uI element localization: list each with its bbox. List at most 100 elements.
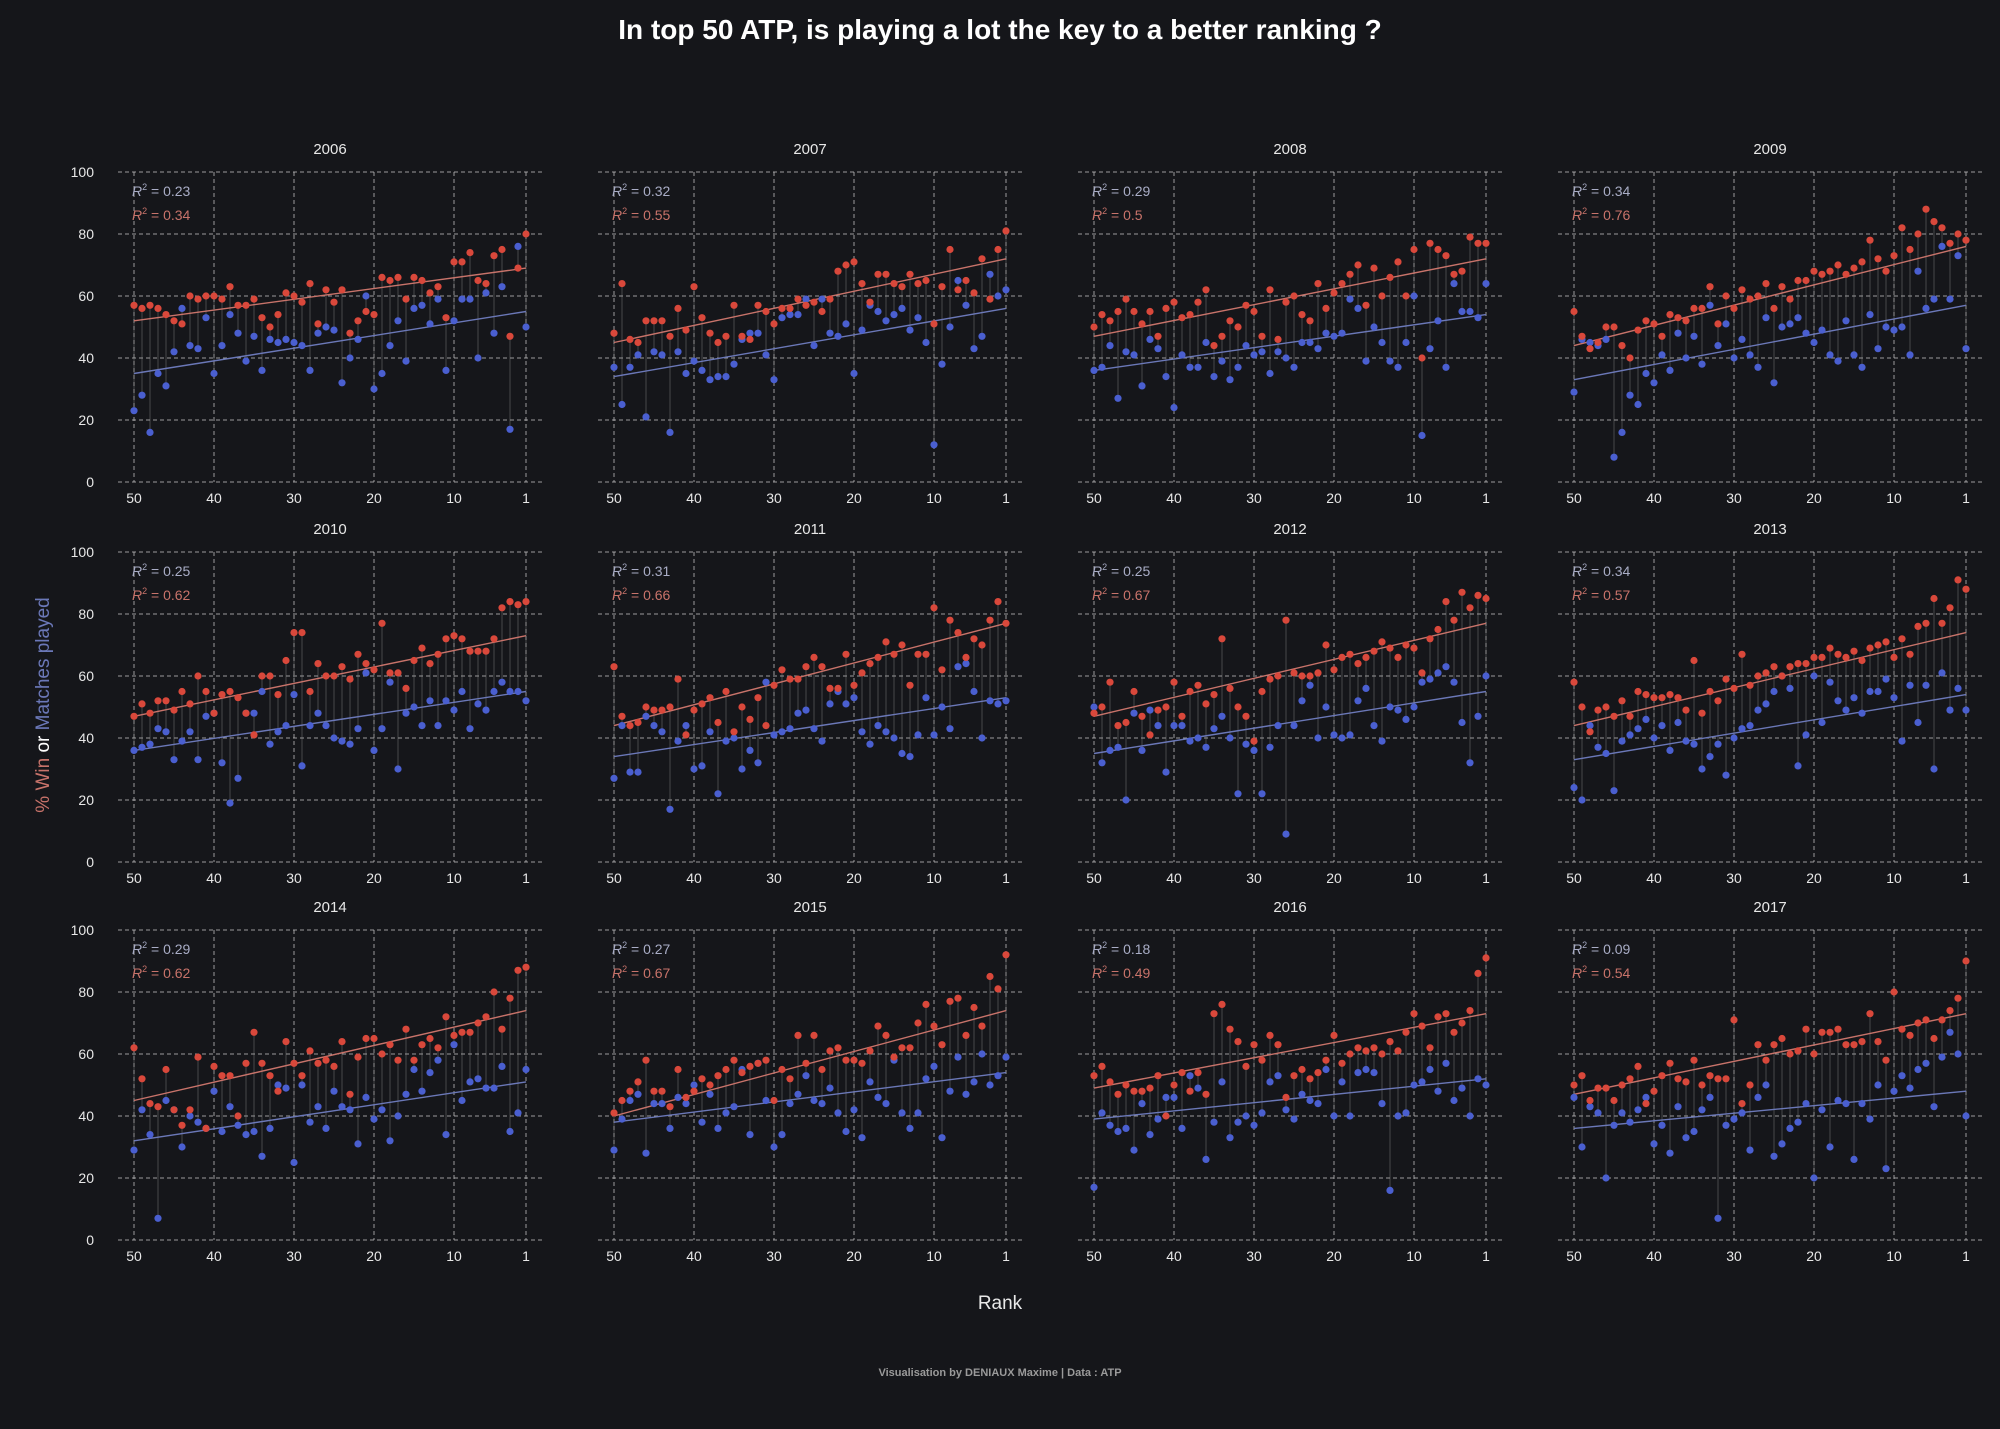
played-point [1458,718,1466,727]
played-point [234,329,242,337]
win-point [858,280,866,288]
played-point [1330,332,1338,340]
played-point [1618,428,1626,436]
win-point [1378,638,1386,646]
played-point [674,348,682,356]
win-point [738,332,746,340]
y-tick-label: 20 [78,792,94,808]
win-point [178,687,186,696]
played-point [1586,722,1594,730]
played-point [642,413,650,421]
win-point [698,700,706,708]
win-point [1674,1075,1682,1083]
win-point [1242,1062,1250,1070]
win-point [1194,681,1202,689]
win-point [130,1044,138,1052]
played-point [1210,1118,1218,1126]
win-point [242,301,250,309]
x-tick-label: 30 [1726,490,1742,506]
played-point [658,728,666,736]
x-tick-label: 40 [686,870,702,886]
played-point [1722,771,1730,779]
win-point [1682,317,1690,325]
played-point [1658,351,1666,359]
win-point [1354,1044,1362,1052]
played-point [762,678,770,686]
win-point [818,1065,826,1074]
win-point [1706,687,1714,696]
played-point [1258,790,1266,798]
played-point [1442,663,1450,671]
played-point [706,728,714,736]
win-point [1594,338,1602,347]
win-point [202,1124,210,1132]
win-point [1458,588,1466,596]
played-point [634,1090,642,1098]
played-point [1178,351,1186,359]
played-point [1402,338,1410,347]
played-point [1762,1081,1770,1089]
played-point [1874,687,1882,696]
win-point [1266,286,1274,294]
x-tick-label: 20 [1326,1248,1342,1264]
win-point [170,706,178,714]
win-point [1098,1062,1106,1070]
played-point [1370,722,1378,730]
played-point [1802,329,1810,337]
win-point [1194,1069,1202,1077]
played-point [1826,351,1834,359]
win-point [1946,239,1954,247]
played-point [1626,391,1634,399]
win-point [818,663,826,671]
win-point [1706,283,1714,291]
win-point [370,666,378,674]
played-point [1946,706,1954,714]
played-point [1378,338,1386,347]
played-point [1962,1112,1970,1120]
played-point [1594,743,1602,751]
played-point [1570,388,1578,396]
panel-title: 2013 [1753,521,1786,538]
win-point [290,629,298,637]
win-point [850,1056,858,1064]
win-point [1930,1034,1938,1043]
played-point [1810,1174,1818,1182]
win-point [1578,703,1586,711]
played-point [1834,697,1842,705]
played-point [426,1069,434,1077]
y-tick-label: 40 [78,1108,94,1124]
played-point [1570,1093,1578,1101]
played-point [778,314,786,322]
win-point [1746,681,1754,689]
win-point [1634,1062,1642,1070]
played-point [1122,796,1130,804]
win-point [1666,691,1674,699]
win-point [1210,691,1218,699]
win-point [778,1065,786,1074]
played-point [866,740,874,748]
win-point [626,722,634,730]
win-point [1250,1041,1258,1049]
played-point [1874,345,1882,353]
win-point [1250,307,1258,316]
win-point [1762,669,1770,677]
played-point [1314,734,1322,742]
played-point [154,369,162,378]
win-point [986,616,994,624]
r2-played-label: R2 = 0.34 [1572,182,1631,199]
played-point [1330,1112,1338,1120]
win-point [1442,252,1450,260]
x-tick-label: 10 [1886,490,1902,506]
win-point [1370,264,1378,272]
win-point [1290,292,1298,300]
played-point [682,369,690,378]
r2-win-label: R2 = 0.5 [1092,206,1143,223]
win-point [658,706,666,714]
panel-title: 2014 [313,899,346,916]
win-point [1434,625,1442,634]
r2-win-label: R2 = 0.55 [612,206,671,223]
played-point [442,697,450,705]
played-point [506,1127,514,1136]
win-point [890,1053,898,1061]
played-point [250,709,258,717]
